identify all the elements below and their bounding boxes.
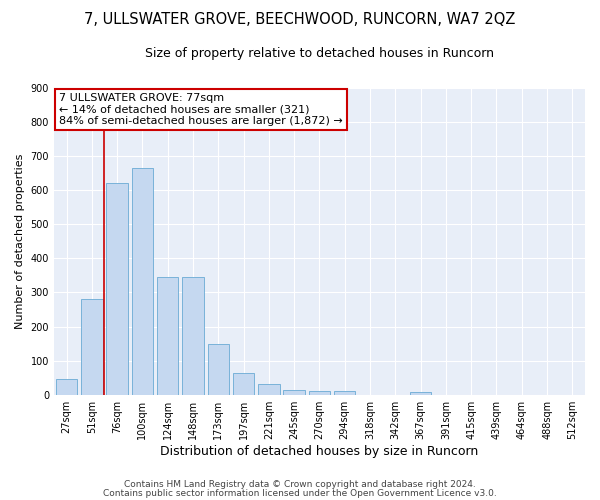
Bar [208, 344, 229, 394]
Text: 7 ULLSWATER GROVE: 77sqm
← 14% of detached houses are smaller (321)
84% of semi-: 7 ULLSWATER GROVE: 77sqm ← 14% of detach… [59, 92, 343, 126]
Bar [309, 391, 330, 394]
Text: 7, ULLSWATER GROVE, BEECHWOOD, RUNCORN, WA7 2QZ: 7, ULLSWATER GROVE, BEECHWOOD, RUNCORN, … [85, 12, 515, 28]
Bar [106, 184, 128, 394]
X-axis label: Distribution of detached houses by size in Runcorn: Distribution of detached houses by size … [160, 444, 479, 458]
Title: Size of property relative to detached houses in Runcorn: Size of property relative to detached ho… [145, 48, 494, 60]
Text: Contains HM Land Registry data © Crown copyright and database right 2024.: Contains HM Land Registry data © Crown c… [124, 480, 476, 489]
Y-axis label: Number of detached properties: Number of detached properties [15, 154, 25, 329]
Bar [182, 277, 204, 394]
Bar [56, 380, 77, 394]
Bar [283, 390, 305, 394]
Text: Contains public sector information licensed under the Open Government Licence v3: Contains public sector information licen… [103, 488, 497, 498]
Bar [157, 277, 178, 394]
Bar [410, 392, 431, 394]
Bar [81, 300, 103, 394]
Bar [334, 392, 355, 394]
Bar [131, 168, 153, 394]
Bar [258, 384, 280, 394]
Bar [233, 372, 254, 394]
